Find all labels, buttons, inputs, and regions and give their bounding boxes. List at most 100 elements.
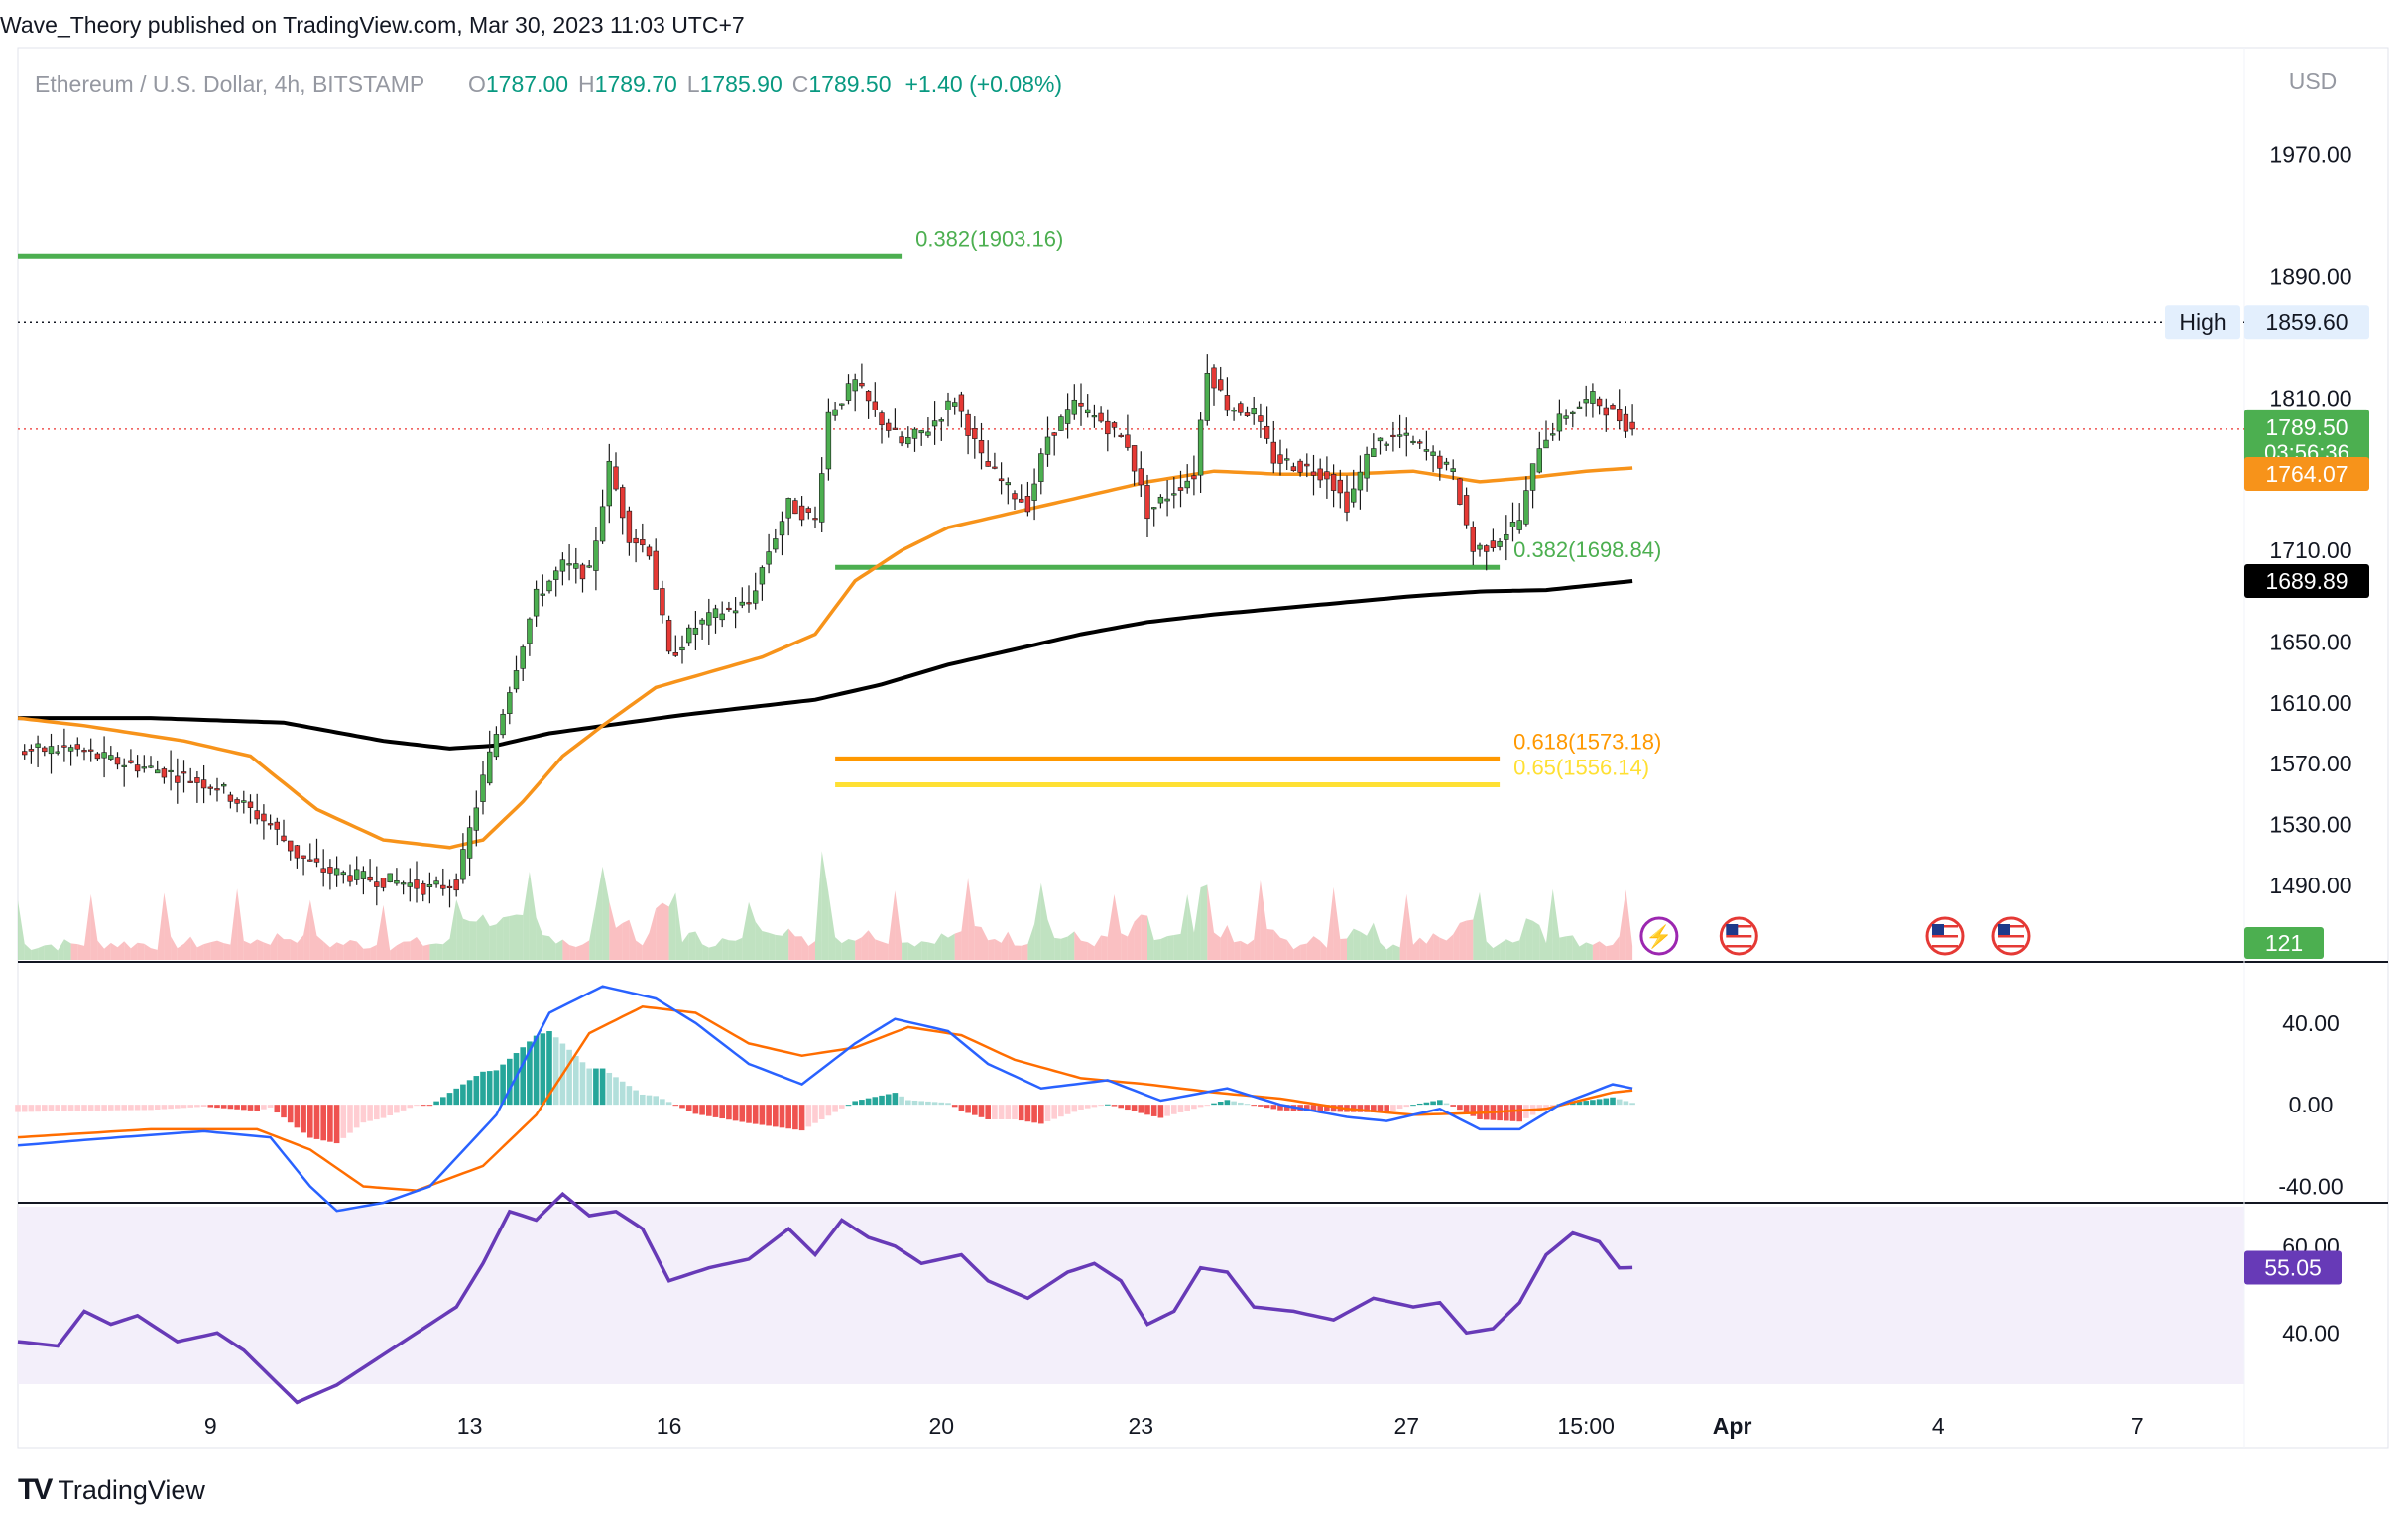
candle[interactable] <box>958 391 965 428</box>
candle[interactable] <box>865 390 872 419</box>
candle[interactable] <box>931 401 938 445</box>
tradingview-logo[interactable]: TV TradingView <box>18 1473 205 1507</box>
candle[interactable] <box>1610 403 1616 410</box>
candle[interactable] <box>1430 445 1436 473</box>
candle[interactable] <box>699 618 705 640</box>
candle[interactable] <box>1091 404 1098 428</box>
candle[interactable] <box>1270 420 1277 474</box>
candle[interactable] <box>61 728 67 762</box>
candle[interactable] <box>400 880 407 895</box>
candle[interactable] <box>513 655 520 693</box>
candle[interactable] <box>187 767 193 783</box>
candle[interactable] <box>951 397 958 415</box>
candle[interactable] <box>1164 480 1170 517</box>
candle[interactable] <box>593 526 599 591</box>
candle[interactable] <box>67 744 74 766</box>
candle[interactable] <box>613 452 619 492</box>
candle[interactable] <box>254 793 260 825</box>
lightning-icon[interactable]: ⚡ <box>1639 916 1679 956</box>
candle[interactable] <box>1324 456 1330 499</box>
candle[interactable] <box>281 819 287 843</box>
candle[interactable] <box>965 409 971 455</box>
candle[interactable] <box>340 870 346 884</box>
candle[interactable] <box>818 457 825 533</box>
candle[interactable] <box>101 736 107 778</box>
candle[interactable] <box>1570 410 1576 428</box>
candle[interactable] <box>453 873 459 897</box>
us-flag-icon[interactable] <box>1925 916 1965 956</box>
candle[interactable] <box>94 752 101 761</box>
candle[interactable] <box>1151 507 1157 526</box>
candle[interactable] <box>925 417 931 438</box>
candle[interactable] <box>692 611 699 650</box>
candle[interactable] <box>759 565 766 601</box>
candle[interactable] <box>1590 383 1596 418</box>
candle[interactable] <box>653 538 659 590</box>
candle[interactable] <box>1231 407 1237 421</box>
candle[interactable] <box>134 755 141 778</box>
candle[interactable] <box>473 790 479 847</box>
candle[interactable] <box>128 749 134 764</box>
candle[interactable] <box>1118 432 1124 438</box>
candle[interactable] <box>301 855 306 876</box>
candle[interactable] <box>566 544 572 581</box>
candle[interactable] <box>1277 439 1283 476</box>
candle[interactable] <box>313 838 320 868</box>
candle[interactable] <box>1337 469 1344 509</box>
candle[interactable] <box>1012 490 1018 511</box>
candle[interactable] <box>1038 448 1044 495</box>
candle[interactable] <box>307 843 313 862</box>
candle[interactable] <box>1197 412 1204 494</box>
candle[interactable] <box>1131 445 1138 486</box>
candle[interactable] <box>347 864 353 887</box>
candle[interactable] <box>327 859 333 890</box>
candle[interactable] <box>1044 416 1051 467</box>
candle[interactable] <box>845 374 852 405</box>
candle[interactable] <box>732 597 739 629</box>
candle[interactable] <box>546 579 552 594</box>
candle[interactable] <box>998 462 1005 495</box>
candle[interactable] <box>1238 401 1244 416</box>
candle[interactable] <box>1497 538 1503 551</box>
candle[interactable] <box>1244 406 1251 417</box>
candle[interactable] <box>155 760 161 774</box>
candle[interactable] <box>367 859 373 882</box>
candle[interactable] <box>1523 476 1529 526</box>
candle[interactable] <box>552 566 559 597</box>
candle[interactable] <box>606 443 613 524</box>
candle[interactable] <box>500 709 506 739</box>
candle[interactable] <box>1529 463 1536 509</box>
candle[interactable] <box>121 758 127 787</box>
candle[interactable] <box>1284 448 1290 470</box>
candle[interactable] <box>1157 494 1164 509</box>
candle[interactable] <box>911 427 918 452</box>
candle[interactable] <box>832 402 838 421</box>
candle[interactable] <box>1184 464 1190 494</box>
candle[interactable] <box>825 398 832 481</box>
candle[interactable] <box>1344 475 1350 522</box>
candle[interactable] <box>74 737 81 757</box>
candle[interactable] <box>1177 470 1184 508</box>
candle[interactable] <box>599 489 606 544</box>
candle[interactable] <box>141 755 147 773</box>
candle[interactable] <box>466 815 473 876</box>
candle[interactable] <box>719 601 725 628</box>
candle[interactable] <box>1317 458 1323 488</box>
candle[interactable] <box>685 624 692 646</box>
us-flag-icon[interactable] <box>1991 916 2031 956</box>
candle[interactable] <box>712 604 719 634</box>
candle[interactable] <box>798 496 805 526</box>
candle[interactable] <box>992 452 998 470</box>
candle[interactable] <box>420 880 426 902</box>
candle[interactable] <box>261 804 267 840</box>
candle[interactable] <box>493 726 500 760</box>
candle[interactable] <box>1390 421 1396 452</box>
candle[interactable] <box>353 856 360 885</box>
candle[interactable] <box>752 572 759 610</box>
candle[interactable] <box>21 744 28 760</box>
candle[interactable] <box>35 735 41 767</box>
candle[interactable] <box>221 782 227 794</box>
candle[interactable] <box>1111 421 1118 438</box>
candle[interactable] <box>1556 399 1563 441</box>
